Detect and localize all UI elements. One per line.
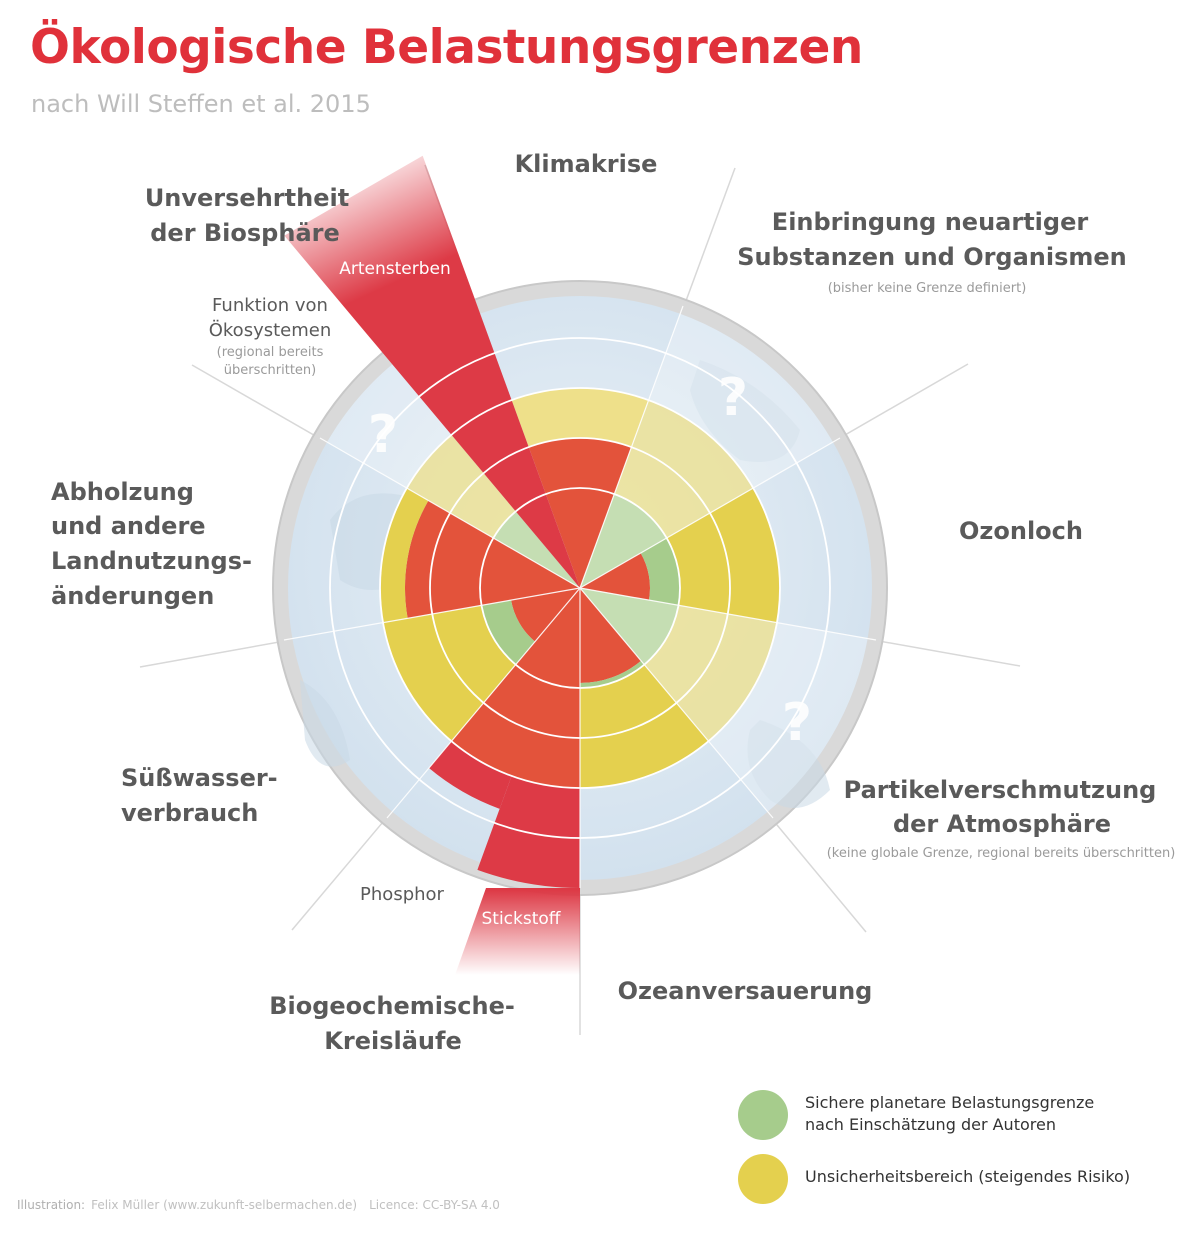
wedge-funktion-uncertain xyxy=(406,434,516,538)
wedge-separator xyxy=(319,437,581,589)
label-landnutzung-line2: und andere xyxy=(51,512,206,540)
wedge-funktion-safe xyxy=(493,511,580,588)
wedge-separator xyxy=(579,587,877,641)
wedge-separators xyxy=(283,305,877,888)
wedge-ozon-safe xyxy=(640,538,680,606)
continent-shape xyxy=(747,720,830,808)
label-funktion-line2: Ökosystemen xyxy=(209,319,332,341)
wedge-separator xyxy=(386,587,581,819)
wedge-suesswasser-safe xyxy=(481,600,536,665)
note-partikel: (keine globale Grenze, regional bereits … xyxy=(827,846,1176,861)
legend-text-safe: Sichere planetare Belastungsgrenze nach … xyxy=(805,1092,1145,1136)
page-title: Ökologische Belastungsgrenzen xyxy=(30,20,863,75)
wedge-phosphor-beyond xyxy=(428,741,512,809)
wedge-suesswasser-uncertain xyxy=(383,605,516,742)
continent-shape xyxy=(300,680,350,767)
wedge-ozean-uncertain xyxy=(580,664,709,788)
label-landnutzung-line1: Abholzung xyxy=(51,478,194,506)
wedge-partikel-uncertain xyxy=(644,605,777,742)
wedge-suesswasser-core xyxy=(511,588,580,642)
wedge-separator xyxy=(579,305,684,589)
label-stickstoff: Stickstoff xyxy=(481,909,561,929)
wedge-separator xyxy=(579,587,774,819)
legend-swatch-uncertain xyxy=(738,1154,788,1204)
wedge-klima-risk xyxy=(528,438,632,495)
wedge-stickstoff-fade xyxy=(455,888,580,975)
wedge-partikel-unknown xyxy=(708,622,868,812)
wedge-separator xyxy=(579,437,841,589)
label-phosphor: Phosphor xyxy=(360,884,445,905)
wedge-ozean-core xyxy=(580,588,642,683)
label-funktion-line1: Funktion von xyxy=(212,295,328,316)
partikel-unknown-mark: ? xyxy=(782,693,812,753)
label-artensterben: Artensterben xyxy=(339,259,451,279)
note-funktion-line2: überschritten) xyxy=(224,363,316,378)
wedge-artensterben xyxy=(367,277,580,588)
label-ozonloch: Ozonloch xyxy=(959,517,1083,545)
label-landnutzung-line3: Landnutzungs- xyxy=(51,547,252,575)
biosphaere-unknown-mark: ? xyxy=(368,405,398,465)
label-ozeanversauerung: Ozeanversauerung xyxy=(618,977,873,1005)
legend-text-uncertain: Unsicherheitsbereich (steigendes Risiko) xyxy=(805,1166,1145,1188)
label-partikel-line1: Partikelverschmutzung xyxy=(844,776,1157,804)
wedge-partikel-safe xyxy=(580,588,679,665)
credits-author: Felix Müller (www.zukunft-selbermachen.d… xyxy=(91,1198,358,1212)
wedge-substanzen-safe xyxy=(580,494,667,588)
credits: Illustration: Felix Müller (www.zukunft-s… xyxy=(17,1198,500,1212)
wedge-substanzen-unknown xyxy=(648,313,833,488)
legend-safe-line2: nach Einschätzung der Autoren xyxy=(805,1115,1056,1134)
credits-label: Illustration: xyxy=(17,1198,86,1212)
wedge-substanzen-uncertain xyxy=(614,400,754,538)
continent-shape xyxy=(690,360,800,462)
note-funktion-line1: (regional bereits xyxy=(217,345,324,360)
label-biosphaere-line2: der Biosphäre xyxy=(150,219,340,247)
legend-swatch-safe xyxy=(738,1090,788,1140)
wedge-klima-uncertain xyxy=(511,387,649,448)
wedge-artensterben-fade xyxy=(284,155,468,336)
label-substanzen-line1: Einbringung neuartiger xyxy=(772,208,1089,236)
wedge-landnutzung-risk xyxy=(405,500,580,619)
label-suesswasser-line2: verbrauch xyxy=(121,799,258,827)
label-partikel-line2: der Atmosphäre xyxy=(893,810,1111,838)
legend-uncertain-line: Unsicherheitsbereich (steigendes Risiko) xyxy=(805,1167,1131,1186)
page-subtitle: nach Will Steffen et al. 2015 xyxy=(31,90,371,118)
label-biosphaere-line1: Unversehrtheit xyxy=(145,184,349,212)
label-kreislaeufe-line2: Kreisläufe xyxy=(324,1027,461,1055)
label-substanzen-line2: Substanzen und Organismen xyxy=(737,243,1127,271)
legend-safe-line1: Sichere planetare Belastungsgrenze xyxy=(805,1093,1095,1112)
sector-wedges xyxy=(284,155,868,975)
label-suesswasser-line1: Süßwasser- xyxy=(121,764,278,792)
wedge-ozon-core xyxy=(580,553,650,601)
wedge-klima-core xyxy=(545,488,615,588)
wedge-separator xyxy=(283,587,581,641)
note-substanzen: (bisher keine Grenze definiert) xyxy=(828,281,1027,296)
credits-licence: Licence: CC-BY-SA 4.0 xyxy=(369,1198,500,1212)
label-landnutzung-line4: änderungen xyxy=(51,582,214,610)
substanzen-unknown-mark: ? xyxy=(718,368,748,428)
label-klimakrise: Klimakrise xyxy=(515,150,658,178)
label-kreislaeufe-line1: Biogeochemische- xyxy=(269,992,515,1020)
wedge-kreislaeufe-risk xyxy=(451,588,580,788)
